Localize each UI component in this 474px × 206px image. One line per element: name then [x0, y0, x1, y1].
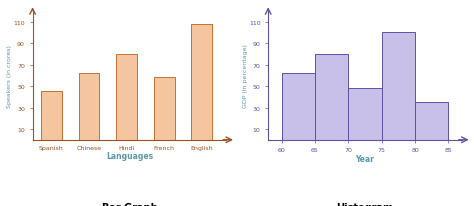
X-axis label: Languages: Languages — [106, 151, 153, 160]
Bar — [79, 74, 100, 140]
Y-axis label: Speakers (in crores): Speakers (in crores) — [7, 45, 12, 107]
Bar — [315, 55, 348, 140]
X-axis label: Year: Year — [356, 154, 374, 163]
Y-axis label: GDP (in percentage): GDP (in percentage) — [243, 44, 247, 108]
Bar — [415, 103, 448, 140]
Bar — [282, 74, 315, 140]
Text: Bar Graph: Bar Graph — [101, 202, 157, 206]
Bar — [382, 33, 415, 140]
Bar — [348, 89, 382, 140]
Text: Histogram: Histogram — [337, 202, 393, 206]
Bar — [154, 78, 174, 140]
Bar — [116, 55, 137, 140]
Bar — [41, 92, 62, 140]
Bar — [191, 25, 212, 140]
